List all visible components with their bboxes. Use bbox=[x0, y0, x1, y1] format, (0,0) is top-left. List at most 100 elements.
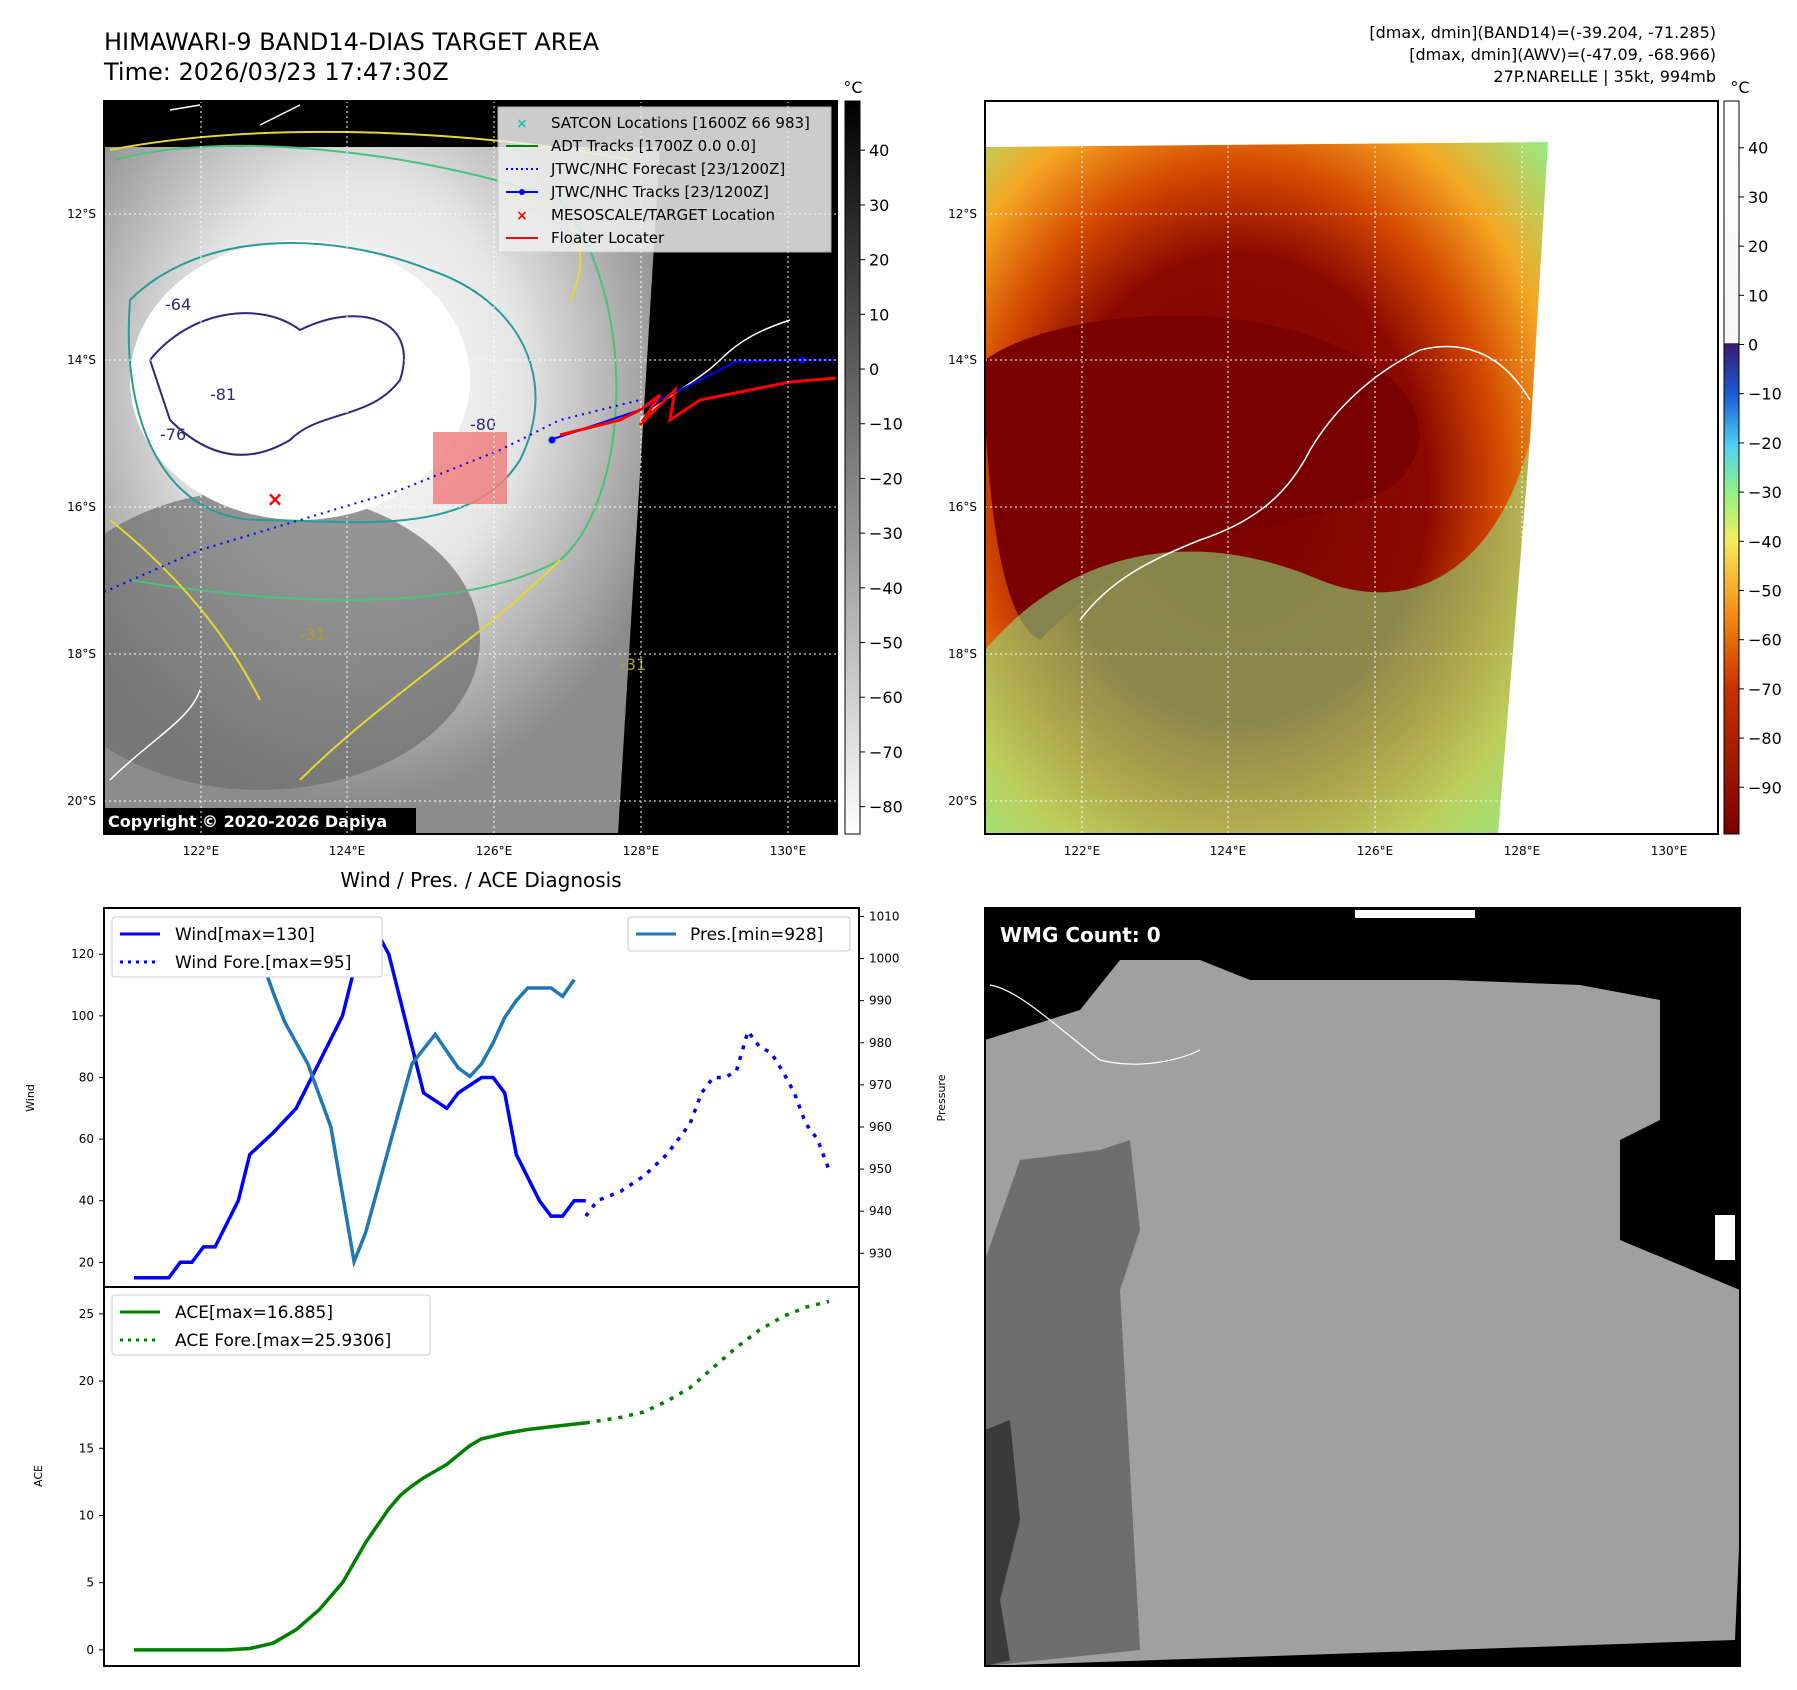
ir-contour-label-31a: -31 bbox=[300, 625, 326, 644]
awv-lon-label: 126°E bbox=[1357, 844, 1394, 858]
wind-ylabel: Wind bbox=[24, 1084, 37, 1112]
awv-lat-label: 12°S bbox=[948, 207, 977, 221]
ace-ytick-label: 0 bbox=[86, 1643, 94, 1657]
wind-ytick-label: 100 bbox=[71, 1009, 94, 1023]
wind-ytick-label: 120 bbox=[71, 947, 94, 961]
legend-marker: × bbox=[516, 208, 528, 224]
ace-ytick-label: 10 bbox=[79, 1508, 94, 1522]
ir-lat-label: 16°S bbox=[67, 500, 96, 514]
colorbar-tick-label: 20 bbox=[1748, 237, 1768, 256]
copyright-text: Copyright © 2020-2026 Dapiya bbox=[108, 812, 387, 831]
awv-colorbar-ticks: 40 30 20 10 0 −10 −20 −30 −40 −50 −60 −70 −80 −90 bbox=[1739, 139, 1782, 797]
ir-map-panel: -64 -81 -76 -80 -31 -31 × Copyright © 20… bbox=[67, 78, 903, 858]
colorbar-tick-label: 10 bbox=[1748, 286, 1768, 305]
colorbar-tick-label: 0 bbox=[1748, 336, 1758, 355]
jtwc-track bbox=[549, 359, 837, 441]
colorbar-tick-label: −30 bbox=[1748, 483, 1782, 502]
colorbar-tick-label: −50 bbox=[869, 634, 903, 653]
ace-ylabel: ACE bbox=[32, 1465, 45, 1487]
wind-y2tick-label: 990 bbox=[869, 994, 892, 1008]
legend-label: MESOSCALE/TARGET Location bbox=[551, 206, 775, 224]
colorbar-tick-label: −90 bbox=[1748, 778, 1782, 797]
ir-contour-label-76: -76 bbox=[160, 425, 186, 444]
legend-label: SATCON Locations [1600Z 66 983] bbox=[551, 114, 810, 132]
pres-legend-box bbox=[627, 916, 851, 952]
wind-y2tick-label: 1000 bbox=[869, 952, 900, 966]
ir-lon-label: 126°E bbox=[476, 844, 513, 858]
legend-label: JTWC/NHC Forecast [23/1200Z] bbox=[550, 160, 785, 178]
colorbar-tick-label: 30 bbox=[1748, 188, 1768, 207]
wmg-white-patch-2 bbox=[1715, 1215, 1735, 1260]
target-location-marker: × bbox=[267, 487, 284, 511]
awv-lon-label: 124°E bbox=[1210, 844, 1247, 858]
ir-contour-81 bbox=[148, 312, 405, 456]
awv-colorbar bbox=[1723, 100, 1740, 835]
ir-lon-label: 124°E bbox=[329, 844, 366, 858]
ace-series-0 bbox=[134, 1421, 586, 1652]
ace-fore-legend-label: ACE Fore.[max=25.9306] bbox=[175, 1331, 391, 1351]
wmg-count-label: WMG Count: 0 bbox=[1000, 923, 1161, 947]
colorbar-tick-label: 20 bbox=[869, 251, 889, 270]
wind-y2tick-label: 950 bbox=[869, 1162, 892, 1176]
legend-label: ADT Tracks [1700Z 0.0 0.0] bbox=[551, 137, 756, 155]
copyright-box bbox=[104, 808, 416, 834]
colorbar-tick-label: −30 bbox=[869, 524, 903, 543]
ir-lat-labels: 12°S 14°S 16°S 18°S 20°S bbox=[67, 207, 96, 808]
wind-legend-box bbox=[111, 916, 383, 978]
wind-ytick-label: 60 bbox=[79, 1132, 94, 1146]
ace-ytick-label: 20 bbox=[79, 1374, 94, 1388]
ir-colorbar bbox=[844, 100, 861, 835]
awv-dry-core bbox=[985, 315, 1420, 640]
awv-lat-label: 16°S bbox=[948, 500, 977, 514]
wmg-panel: WMG Count: 0 bbox=[984, 907, 1741, 1667]
ir-coastline-west bbox=[109, 689, 201, 781]
ir-lon-label: 128°E bbox=[623, 844, 660, 858]
ir-lat-label: 20°S bbox=[67, 794, 96, 808]
ir-cloud-band-south bbox=[104, 490, 480, 790]
awv-lon-label: 130°E bbox=[1651, 844, 1688, 858]
awv-map-frame bbox=[984, 100, 1719, 835]
colorbar-tick-label: 30 bbox=[869, 196, 889, 215]
ir-lat-label: 18°S bbox=[67, 647, 96, 661]
legend-box bbox=[497, 106, 832, 253]
band14-range: [dmax, dmin](BAND14)=(-39.204, -71.285) bbox=[1369, 23, 1716, 42]
ace-legend-box bbox=[111, 1294, 431, 1356]
wind-legend-label: Wind[max=130] bbox=[175, 925, 315, 945]
colorbar-tick-label: −60 bbox=[869, 688, 903, 707]
awv-moist-region bbox=[985, 440, 1530, 834]
colorbar-tick-label: −70 bbox=[1748, 680, 1782, 699]
wmg-coastline bbox=[989, 984, 1201, 1065]
ir-lat-label: 14°S bbox=[67, 353, 96, 367]
awv-range: [dmax, dmin](AWV)=(-47.09, -68.966) bbox=[1409, 45, 1716, 64]
wind-fore-legend-label: Wind Fore.[max=95] bbox=[175, 953, 351, 973]
colorbar-tick-label: −70 bbox=[869, 743, 903, 762]
wmg-region-light bbox=[985, 960, 1740, 1666]
colorbar-tick-label: −20 bbox=[869, 469, 903, 488]
wind-y2tick-label: 970 bbox=[869, 1078, 892, 1092]
colorbar-tick-label: −40 bbox=[1748, 532, 1782, 551]
colorbar-tick-label: 40 bbox=[1748, 139, 1768, 158]
figure-title: HIMAWARI-9 BAND14-DIAS TARGET AREA bbox=[104, 28, 600, 56]
pressure-ylabel: Pressure bbox=[935, 1074, 948, 1121]
wind-y2tick-label: 1010 bbox=[869, 909, 900, 923]
legend-label: Floater Locater bbox=[551, 229, 665, 247]
awv-gridlines bbox=[985, 101, 1718, 834]
wind-series-0 bbox=[134, 920, 586, 1280]
wmg-white-patch bbox=[1355, 910, 1475, 918]
ir-map-frame bbox=[103, 100, 838, 835]
ace-ytick-label: 5 bbox=[86, 1576, 94, 1590]
wind-pressure-panel: Wind / Pres. / ACE Diagnosis 20 40 60 80 100… bbox=[24, 868, 948, 1288]
wind-ytick-label: 80 bbox=[79, 1070, 94, 1084]
jtwc-track-point bbox=[548, 436, 556, 444]
awv-map-panel: 12°S 14°S 16°S 18°S 20°S 122°E 124°E 126… bbox=[948, 78, 1782, 858]
colorbar-tick-label: 40 bbox=[869, 141, 889, 160]
ir-map-legend: × SATCON Locations [1600Z 66 983] ADT Trac… bbox=[497, 106, 832, 253]
ace-panel: 0 5 10 15 20 25 ACE ACE[max=16.885] ACE Fore.… bbox=[32, 1286, 860, 1667]
colorbar-tick-label: −80 bbox=[1748, 729, 1782, 748]
wind-legend: Wind[max=130] Wind Fore.[max=95] Pres.[m… bbox=[111, 916, 851, 978]
ir-cold-cloud-core bbox=[130, 240, 470, 520]
awv-lat-label: 14°S bbox=[948, 353, 977, 367]
ir-contour-label-80: -80 bbox=[470, 415, 496, 434]
colorbar-tick-label: −50 bbox=[1748, 581, 1782, 600]
